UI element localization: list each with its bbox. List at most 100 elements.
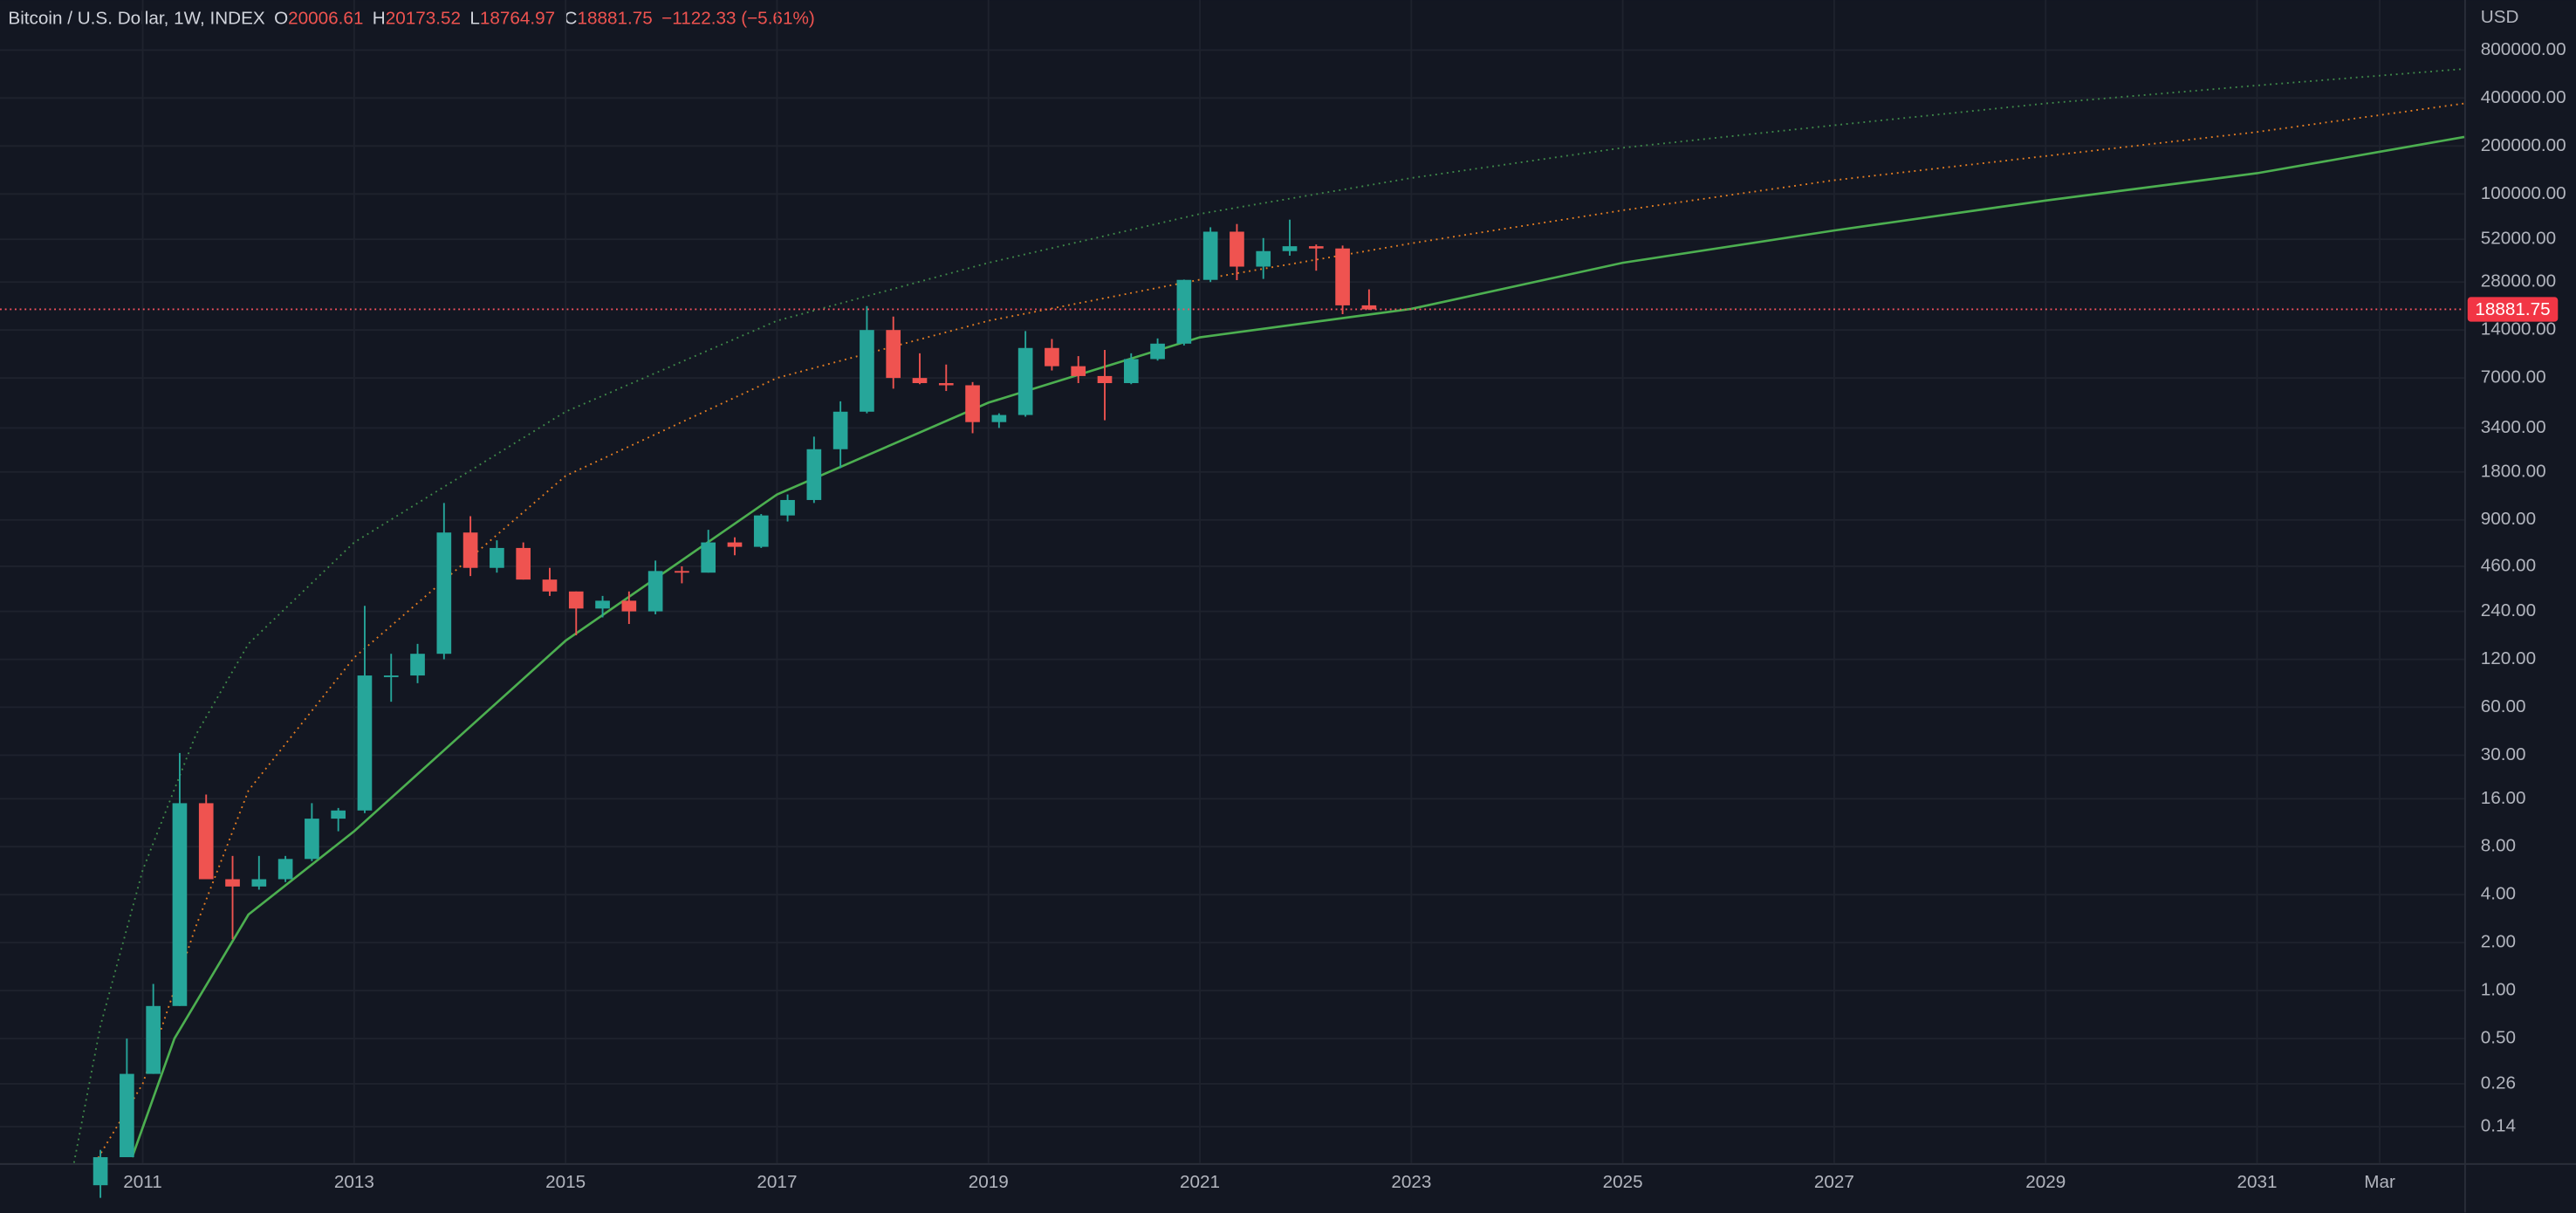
curve xyxy=(94,102,2465,1163)
currency: USD xyxy=(2481,7,2519,27)
y-tick-label: 2.00 xyxy=(2481,932,2516,952)
header-gap xyxy=(653,9,661,29)
x-tick-label: 2019 xyxy=(969,1172,1009,1192)
y-tick-label: 400000.00 xyxy=(2481,87,2566,107)
ohlc-key: O xyxy=(274,9,288,29)
candle-body xyxy=(621,600,637,612)
y-tick-label: 8.00 xyxy=(2481,836,2516,856)
y-tick-label: 100000.00 xyxy=(2481,183,2566,203)
candle-body xyxy=(436,532,452,654)
candle-body xyxy=(1230,231,1244,267)
x-tick-label: 2027 xyxy=(1814,1172,1854,1192)
candle-body xyxy=(462,532,478,568)
candle-body xyxy=(938,383,954,386)
candle-body xyxy=(305,819,319,860)
candle-body xyxy=(410,654,425,676)
candle-body xyxy=(753,515,769,547)
candle-body xyxy=(991,415,1007,422)
header-gap xyxy=(265,9,274,29)
ohlc-value: 18881.75 xyxy=(578,9,653,29)
candle-body xyxy=(1308,246,1324,249)
x-tick-label: 2013 xyxy=(334,1172,374,1192)
candle-body xyxy=(1282,246,1298,251)
candle-body xyxy=(331,810,346,819)
y-tick-label: 0.26 xyxy=(2481,1073,2516,1093)
y-tick-label: 200000.00 xyxy=(2481,135,2566,155)
y-tick-label: 16.00 xyxy=(2481,788,2526,808)
candle-body xyxy=(806,449,822,500)
ohlc-key: C xyxy=(565,9,578,29)
x-tick-label: 2021 xyxy=(1180,1172,1220,1192)
candle-body xyxy=(965,385,980,422)
ohlc-value: 20173.52 xyxy=(386,9,461,29)
candle-body xyxy=(542,579,558,592)
candle-body xyxy=(1017,347,1033,415)
y-tick-label: 120.00 xyxy=(2481,648,2536,668)
candle-body xyxy=(647,571,663,612)
plot xyxy=(72,67,2465,1198)
y-tick-label: 30.00 xyxy=(2481,744,2526,764)
last-price-label: 18881.75 xyxy=(2475,299,2550,319)
y-tick-label: 0.50 xyxy=(2481,1028,2516,1048)
y-tick-label: 240.00 xyxy=(2481,600,2536,620)
ohlc-value: 20006.61 xyxy=(288,9,363,29)
y-tick-label: 60.00 xyxy=(2481,696,2526,716)
y-tick-label: 460.00 xyxy=(2481,555,2536,575)
candle-body xyxy=(1176,279,1192,344)
ohlc-key: L xyxy=(469,9,480,29)
candle-body xyxy=(568,591,584,609)
candle-body xyxy=(860,330,874,412)
candle-body xyxy=(146,1005,161,1074)
candle-body xyxy=(490,547,504,568)
title: Bitcoin / U.S. Dollar, 1W, INDEX xyxy=(8,9,265,29)
candle-body xyxy=(92,1157,108,1186)
y-tick-label: 3400.00 xyxy=(2481,417,2546,437)
candle-body xyxy=(1045,347,1059,367)
candle-body xyxy=(912,378,928,384)
candle-body xyxy=(251,879,267,887)
candle-body xyxy=(595,600,610,609)
candle-body xyxy=(1202,231,1218,280)
candle-body xyxy=(832,411,848,449)
header-gap xyxy=(555,9,564,29)
candle-body xyxy=(886,330,901,379)
last-price-box xyxy=(2467,297,2559,322)
candle-body xyxy=(225,879,240,887)
change: −1122.33 (−5.61%) xyxy=(661,9,815,29)
y-tick-label: 7000.00 xyxy=(2481,367,2546,387)
candle-body xyxy=(1335,248,1350,305)
x-tick-label: 2015 xyxy=(545,1172,586,1192)
candle-body xyxy=(1123,359,1139,384)
y-tick-label: 1800.00 xyxy=(2481,461,2546,481)
curve xyxy=(131,135,2465,1158)
candle-body xyxy=(516,547,531,580)
y-tick-label: 1.00 xyxy=(2481,980,2516,1000)
candle-body xyxy=(780,499,795,516)
candle-body xyxy=(172,803,188,1006)
y-tick-label: 52000.00 xyxy=(2481,229,2556,249)
candle-body xyxy=(120,1073,134,1158)
candle-body xyxy=(675,571,689,573)
y-tick-label: 4.00 xyxy=(2481,884,2516,904)
header-gap xyxy=(461,9,469,29)
x-tick-label: 2031 xyxy=(2237,1172,2278,1192)
candle-body xyxy=(1150,343,1165,360)
x-tick-label: 2023 xyxy=(1391,1172,1431,1192)
y-tick-label: 28000.00 xyxy=(2481,271,2556,291)
candle-body xyxy=(1097,375,1113,384)
candle-body xyxy=(1256,250,1271,267)
candle-body xyxy=(1361,305,1377,310)
y-tick-label: 900.00 xyxy=(2481,509,2536,529)
y-tick-label: 14000.00 xyxy=(2481,319,2556,339)
x-tick-label: 2011 xyxy=(123,1172,162,1192)
ohlc-key: H xyxy=(373,9,386,29)
candle-body xyxy=(701,542,716,573)
candle-body xyxy=(277,859,293,880)
x-tick-label: Mar xyxy=(2364,1172,2395,1192)
x-tick-label: 2025 xyxy=(1603,1172,1643,1192)
candle-body xyxy=(1071,366,1086,376)
header-gap xyxy=(363,9,372,29)
